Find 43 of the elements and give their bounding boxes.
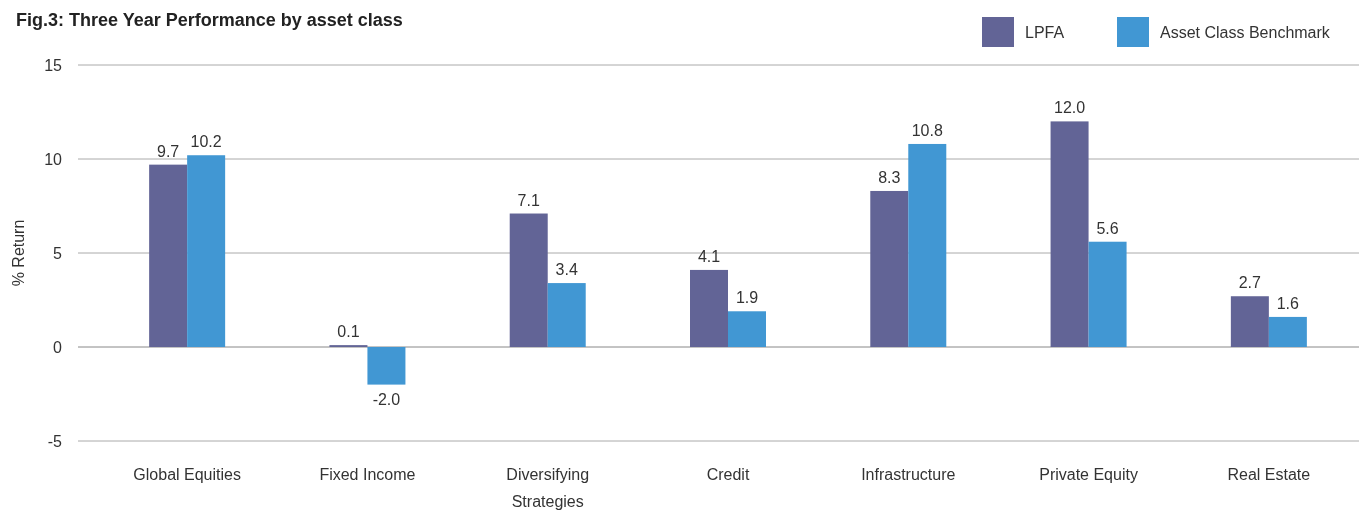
x-tick-label: Credit <box>706 466 750 483</box>
data-label: 12.0 <box>1054 99 1086 117</box>
bar <box>908 143 947 347</box>
x-tick-label: Fixed Income <box>319 466 416 483</box>
data-label: 10.8 <box>911 121 943 139</box>
bar <box>1050 121 1089 347</box>
y-tick-label: 0 <box>53 339 63 356</box>
bar <box>509 213 548 347</box>
bar <box>547 283 586 347</box>
legend-label: LPFA <box>1025 24 1065 41</box>
bar <box>728 311 766 347</box>
data-label: 9.7 <box>157 142 180 160</box>
bar <box>1268 316 1307 347</box>
y-tick-label: 10 <box>44 151 63 168</box>
x-tick-label: Global Equities <box>133 466 241 483</box>
data-label: 4.1 <box>697 247 721 265</box>
data-label: -2.0 <box>372 390 401 408</box>
bar <box>870 190 909 347</box>
bar <box>1088 241 1127 347</box>
y-tick-label: 15 <box>44 57 63 74</box>
chart-title: Fig.3: Three Year Performance by asset class <box>16 10 403 30</box>
y-axis-title: % Return <box>10 219 27 287</box>
y-tick-label: -5 <box>47 433 63 450</box>
data-label: 3.4 <box>555 261 578 279</box>
x-tick-label: Private Equity <box>1039 466 1138 483</box>
bar <box>1230 296 1269 347</box>
y-tick-label: 5 <box>53 245 63 262</box>
bar <box>149 164 188 347</box>
data-label: 1.6 <box>1276 294 1300 312</box>
data-label: 8.3 <box>878 168 901 186</box>
data-label: 7.1 <box>517 191 540 209</box>
data-label: 1.9 <box>735 289 759 307</box>
bar <box>187 155 226 347</box>
legend-label: Asset Class Benchmark <box>1160 24 1331 41</box>
data-label: 5.6 <box>1096 219 1119 237</box>
x-tick-label: Infrastructure <box>861 466 956 483</box>
data-label: 2.7 <box>1238 274 1262 292</box>
x-tick-label: Real Estate <box>1227 466 1311 483</box>
bar <box>690 269 728 347</box>
x-tick-label: Diversifying Strategies <box>506 466 590 510</box>
bar <box>367 347 406 385</box>
data-label: 10.2 <box>190 133 222 151</box>
data-label: 0.1 <box>337 323 360 341</box>
